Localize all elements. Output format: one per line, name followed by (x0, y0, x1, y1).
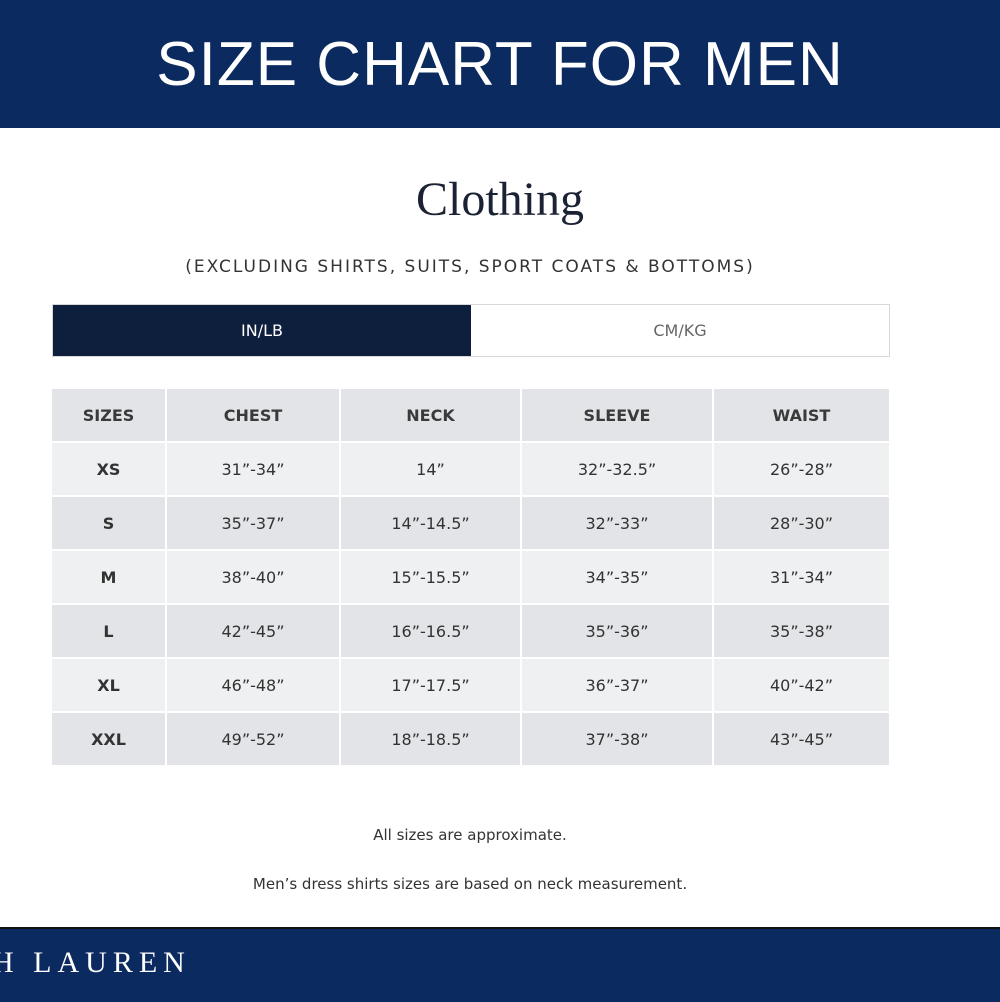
table-row: L 42”-45” 16”-16.5” 35”-36” 35”-38” (52, 605, 889, 657)
header-sleeve: SLEEVE (522, 389, 712, 441)
header-sizes: SIZES (52, 389, 165, 441)
measurement-cell: 35”-36” (522, 605, 712, 657)
table-row: M 38”-40” 15”-15.5” 34”-35” 31”-34” (52, 551, 889, 603)
footer-band: H LAUREN (0, 927, 1000, 1002)
header-neck: NECK (341, 389, 520, 441)
measurement-cell: 32”-33” (522, 497, 712, 549)
header-chest: CHEST (167, 389, 339, 441)
measurement-cell: 14”-14.5” (341, 497, 520, 549)
measurement-cell: 37”-38” (522, 713, 712, 765)
measurement-cell: 35”-38” (714, 605, 889, 657)
measurement-cell: 18”-18.5” (341, 713, 520, 765)
section-subtitle: (EXCLUDING SHIRTS, SUITS, SPORT COATS & … (185, 257, 755, 277)
unit-option-cm-kg[interactable]: CM/KG (471, 305, 889, 356)
measurement-cell: 43”-45” (714, 713, 889, 765)
banner-title: SIZE CHART FOR MEN (156, 29, 844, 99)
measurement-cell: 40”-42” (714, 659, 889, 711)
table-header-row: SIZES CHEST NECK SLEEVE WAIST (52, 389, 889, 441)
measurement-cell: 31”-34” (714, 551, 889, 603)
measurement-cell: 34”-35” (522, 551, 712, 603)
size-cell: XL (52, 659, 165, 711)
table-row: XS 31”-34” 14” 32”-32.5” 26”-28” (52, 443, 889, 495)
measurement-cell: 15”-15.5” (341, 551, 520, 603)
note-dress-shirts: Men’s dress shirts sizes are based on ne… (252, 875, 688, 893)
size-table: SIZES CHEST NECK SLEEVE WAIST XS 31”-34” 1… (50, 387, 891, 767)
top-banner: SIZE CHART FOR MEN (0, 0, 1000, 128)
measurement-cell: 49”-52” (167, 713, 339, 765)
measurement-cell: 36”-37” (522, 659, 712, 711)
note-approximate: All sizes are approximate. (373, 826, 567, 844)
measurement-cell: 17”-17.5” (341, 659, 520, 711)
section-title: Clothing (415, 173, 585, 226)
measurement-cell: 46”-48” (167, 659, 339, 711)
size-cell: M (52, 551, 165, 603)
measurement-cell: 14” (341, 443, 520, 495)
measurement-cell: 26”-28” (714, 443, 889, 495)
measurement-cell: 35”-37” (167, 497, 339, 549)
size-cell: XS (52, 443, 165, 495)
unit-option-in-lb[interactable]: IN/LB (53, 305, 471, 356)
measurement-cell: 32”-32.5” (522, 443, 712, 495)
unit-toggle: IN/LB CM/KG (52, 304, 890, 357)
header-waist: WAIST (714, 389, 889, 441)
size-cell: S (52, 497, 165, 549)
size-cell: L (52, 605, 165, 657)
measurement-cell: 16”-16.5” (341, 605, 520, 657)
measurement-cell: 42”-45” (167, 605, 339, 657)
table-row: XL 46”-48” 17”-17.5” 36”-37” 40”-42” (52, 659, 889, 711)
measurement-cell: 28”-30” (714, 497, 889, 549)
measurement-cell: 38”-40” (167, 551, 339, 603)
brand-logo: H LAUREN (0, 946, 191, 979)
table-row: XXL 49”-52” 18”-18.5” 37”-38” 43”-45” (52, 713, 889, 765)
size-cell: XXL (52, 713, 165, 765)
table-row: S 35”-37” 14”-14.5” 32”-33” 28”-30” (52, 497, 889, 549)
measurement-cell: 31”-34” (167, 443, 339, 495)
